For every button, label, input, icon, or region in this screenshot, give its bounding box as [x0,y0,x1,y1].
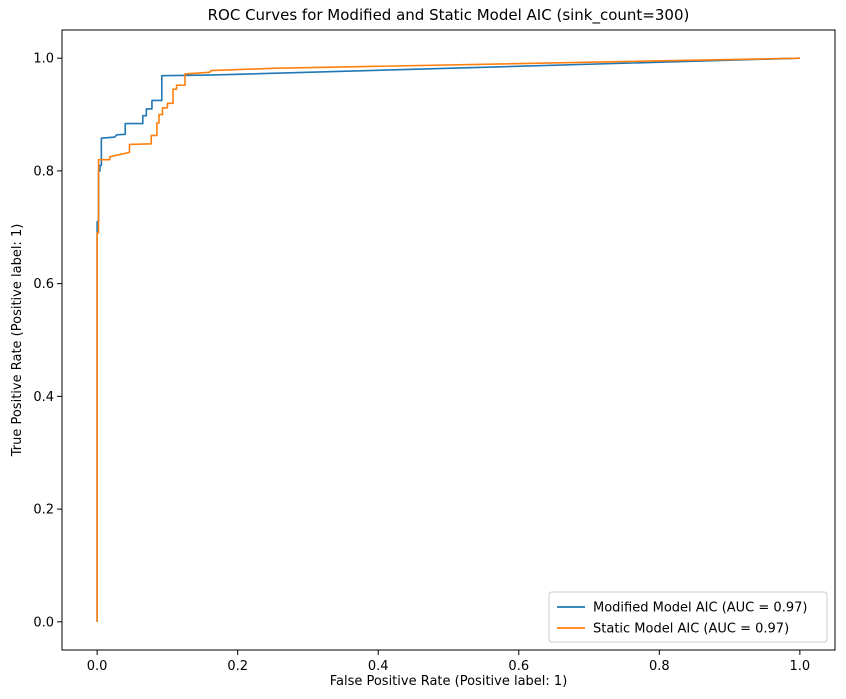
y-tick-label: 1.0 [33,52,54,67]
x-tick-label: 0.4 [368,659,389,674]
chart-title: ROC Curves for Modified and Static Model… [208,6,690,25]
x-axis: 0.0 0.2 0.4 0.6 0.8 1.0 [87,650,810,674]
x-axis-title: False Positive Rate (Positive label: 1) [330,674,568,689]
plot-frame [61,29,836,651]
x-tick-label: 0.8 [649,659,670,674]
y-tick-label: 0.6 [33,277,54,292]
x-tick-label: 0.6 [508,659,529,674]
series-line-2 [96,57,800,622]
y-tick-label: 0.4 [33,390,54,405]
y-tick-label: 0.2 [33,503,54,518]
series-line-1 [96,57,800,622]
series-layer [96,57,800,622]
y-axis-title: True Positive Rate (Positive label: 1) [10,224,25,458]
y-tick-label: 0.8 [33,164,54,179]
y-tick-label: 0.0 [33,615,54,630]
x-tick-label: 0.2 [227,659,248,674]
x-tick-label: 0.0 [87,659,108,674]
legend-box [548,591,828,643]
x-tick-label: 1.0 [790,659,811,674]
legend-label-1: Modified Model AIC (AUC = 0.97) [593,601,807,616]
legend: Modified Model AIC (AUC = 0.97) Static Mo… [548,591,828,643]
y-axis: 0.0 0.2 0.4 0.6 0.8 1.0 [33,52,62,630]
plot-area [61,29,836,651]
legend-label-2: Static Model AIC (AUC = 0.97) [593,622,789,637]
